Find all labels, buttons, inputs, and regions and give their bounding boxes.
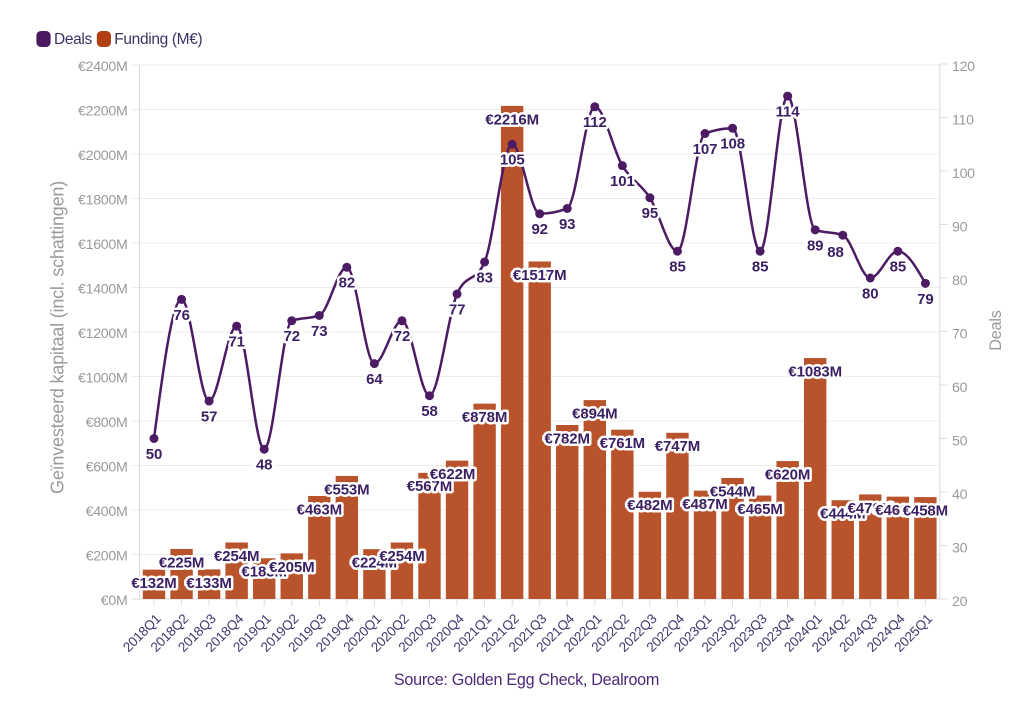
svg-text:€600M: €600M xyxy=(86,460,128,476)
svg-text:92: 92 xyxy=(531,221,548,238)
svg-text:€224M: €224M xyxy=(352,555,397,572)
svg-text:57: 57 xyxy=(201,408,218,425)
svg-text:112: 112 xyxy=(583,114,607,131)
svg-text:€465M: €465M xyxy=(737,501,782,518)
svg-text:€761M: €761M xyxy=(600,435,645,452)
svg-text:€553M: €553M xyxy=(324,481,369,498)
svg-text:€444M: €444M xyxy=(820,506,865,523)
svg-text:58: 58 xyxy=(421,403,438,420)
svg-text:88: 88 xyxy=(827,244,844,261)
svg-text:€400M: €400M xyxy=(86,504,128,520)
svg-text:101: 101 xyxy=(610,173,635,190)
svg-text:€470M: €470M xyxy=(848,500,893,517)
svg-text:105: 105 xyxy=(500,152,525,169)
svg-text:70: 70 xyxy=(952,327,968,343)
svg-text:€183M: €183M xyxy=(242,564,287,581)
svg-text:120: 120 xyxy=(952,59,975,75)
svg-text:77: 77 xyxy=(449,301,466,318)
svg-text:48: 48 xyxy=(256,457,273,474)
svg-text:85: 85 xyxy=(890,259,907,276)
svg-text:€0M: €0M xyxy=(101,593,128,609)
svg-text:114: 114 xyxy=(776,104,801,121)
svg-text:71: 71 xyxy=(228,334,245,351)
svg-text:95: 95 xyxy=(642,205,659,222)
svg-text:€487M: €487M xyxy=(682,496,727,513)
svg-text:€894M: €894M xyxy=(572,406,617,423)
svg-text:30: 30 xyxy=(952,541,968,557)
svg-text:64: 64 xyxy=(366,371,383,388)
svg-text:93: 93 xyxy=(559,216,576,233)
svg-text:€567M: €567M xyxy=(407,478,452,495)
svg-text:€2216M: €2216M xyxy=(485,111,539,128)
svg-text:80: 80 xyxy=(862,285,879,302)
svg-text:€460M: €460M xyxy=(875,502,920,519)
svg-text:€1000M: €1000M xyxy=(78,371,127,387)
svg-text:90: 90 xyxy=(952,220,968,236)
svg-text:60: 60 xyxy=(952,380,968,396)
svg-text:107: 107 xyxy=(693,141,718,158)
svg-text:€1600M: €1600M xyxy=(78,237,127,253)
svg-text:€2400M: €2400M xyxy=(78,59,127,75)
svg-text:82: 82 xyxy=(339,275,356,292)
svg-text:110: 110 xyxy=(952,113,974,129)
svg-text:50: 50 xyxy=(146,446,163,463)
svg-text:€225M: €225M xyxy=(159,554,204,571)
svg-text:€782M: €782M xyxy=(545,430,590,447)
svg-text:80: 80 xyxy=(952,273,968,289)
svg-text:€132M: €132M xyxy=(131,575,176,592)
svg-text:83: 83 xyxy=(476,269,493,286)
svg-text:Deals: Deals xyxy=(987,310,1005,350)
svg-text:76: 76 xyxy=(173,307,190,324)
svg-text:€800M: €800M xyxy=(86,415,128,431)
svg-text:€878M: €878M xyxy=(462,409,507,426)
svg-text:€133M: €133M xyxy=(186,575,231,592)
svg-text:Funding (M€): Funding (M€) xyxy=(114,31,202,48)
svg-text:€1200M: €1200M xyxy=(78,326,127,342)
svg-text:€1800M: €1800M xyxy=(78,193,127,209)
svg-text:72: 72 xyxy=(284,328,301,345)
svg-text:€458M: €458M xyxy=(903,503,948,520)
svg-text:100: 100 xyxy=(952,166,975,182)
svg-text:79: 79 xyxy=(917,291,934,308)
svg-text:Geïnvesteerd kapitaal (incl. s: Geïnvesteerd kapitaal (incl. schattingen… xyxy=(48,181,68,494)
svg-text:€622M: €622M xyxy=(430,466,475,483)
svg-text:50: 50 xyxy=(952,434,968,450)
svg-text:Deals: Deals xyxy=(54,31,92,48)
svg-text:€1517M: €1517M xyxy=(513,267,567,284)
svg-text:€747M: €747M xyxy=(655,438,700,455)
svg-text:€2000M: €2000M xyxy=(78,148,127,164)
svg-text:89: 89 xyxy=(807,237,824,254)
svg-text:€205M: €205M xyxy=(269,559,314,576)
svg-text:€254M: €254M xyxy=(379,548,424,565)
svg-text:€200M: €200M xyxy=(86,549,128,565)
svg-text:85: 85 xyxy=(752,259,769,276)
svg-text:€620M: €620M xyxy=(765,466,810,483)
svg-text:40: 40 xyxy=(952,487,968,503)
svg-text:€463M: €463M xyxy=(297,501,342,518)
svg-text:€1400M: €1400M xyxy=(78,282,127,298)
svg-text:€482M: €482M xyxy=(627,497,672,514)
svg-text:€254M: €254M xyxy=(214,548,259,565)
svg-text:€1083M: €1083M xyxy=(788,363,842,380)
svg-text:€2200M: €2200M xyxy=(78,104,127,120)
svg-text:20: 20 xyxy=(952,594,968,610)
svg-text:€544M: €544M xyxy=(710,483,755,500)
svg-text:85: 85 xyxy=(669,259,686,276)
svg-text:72: 72 xyxy=(394,328,411,345)
svg-text:Source: Golden Egg Check, Deal: Source: Golden Egg Check, Dealroom xyxy=(394,671,659,689)
svg-text:73: 73 xyxy=(311,323,328,340)
svg-text:108: 108 xyxy=(720,136,745,153)
